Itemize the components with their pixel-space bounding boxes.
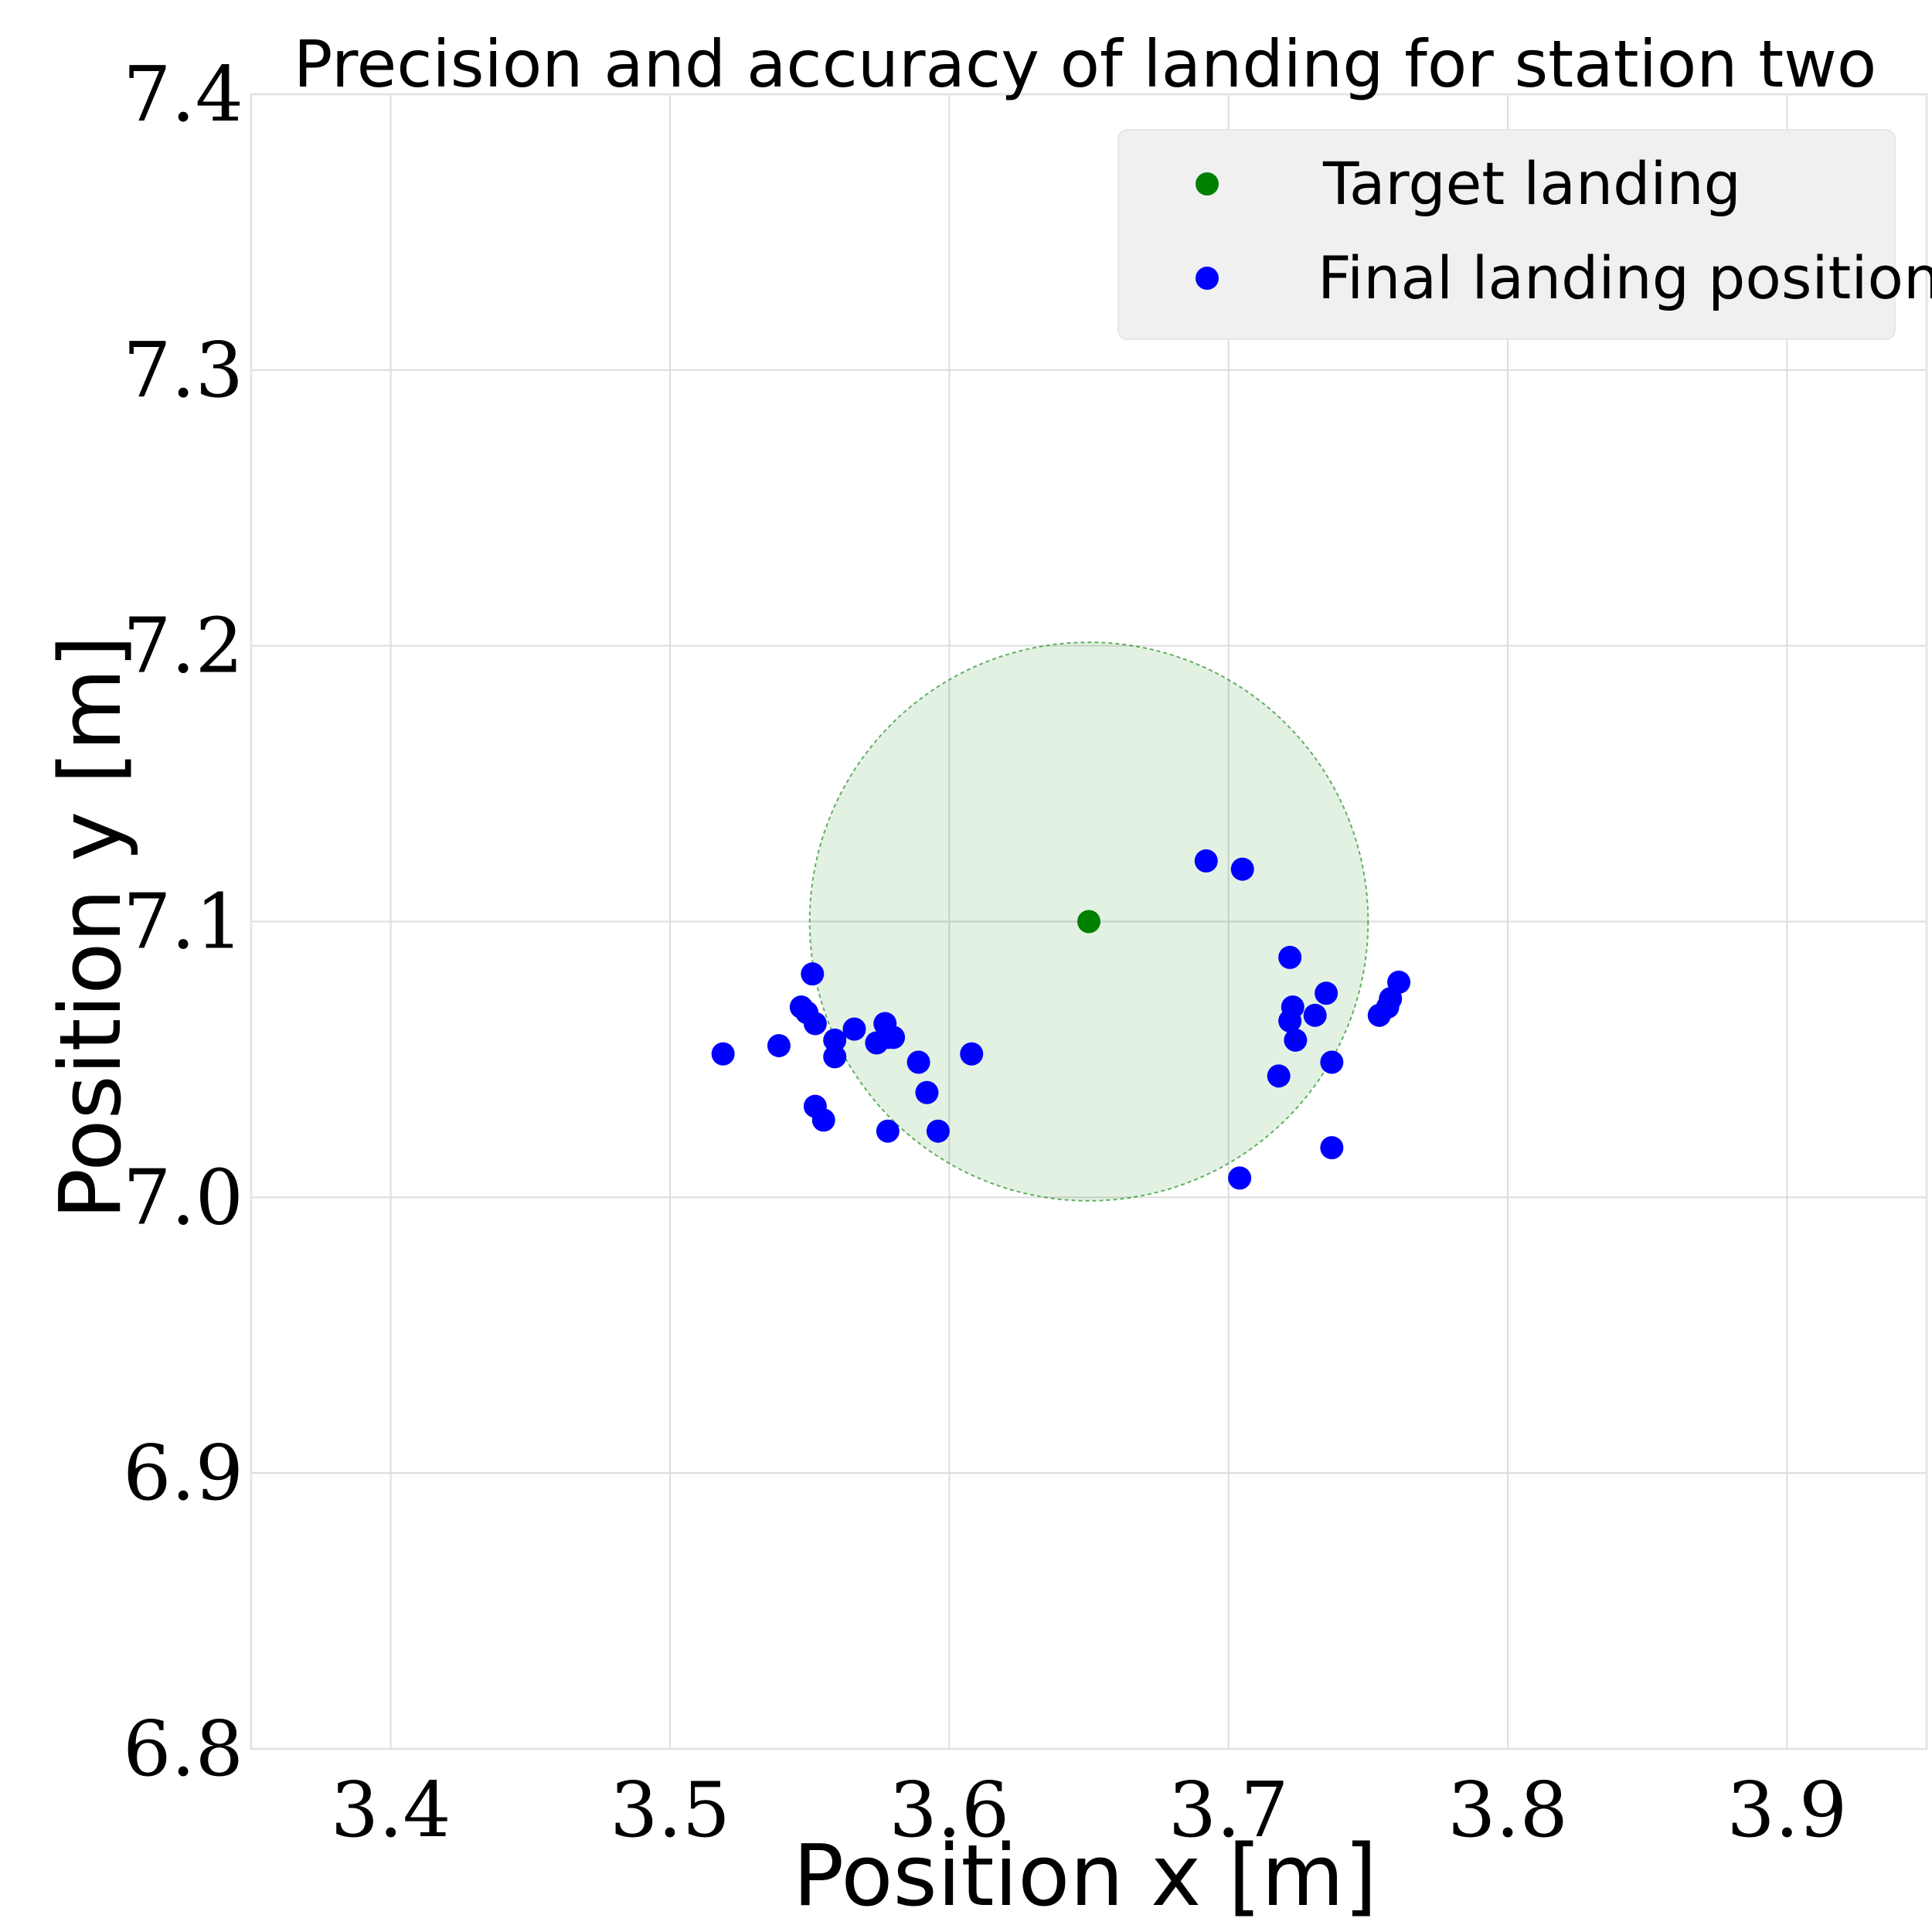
x-tick-label: 3.8 (1447, 1767, 1568, 1855)
chart-title: Precision and accuracy of landing for st… (294, 26, 1877, 102)
final-landing-point (711, 1042, 735, 1066)
x-tick-label: 3.6 (889, 1767, 1009, 1855)
y-tick-label: 7.1 (123, 879, 243, 967)
y-tick-label: 7.3 (123, 327, 243, 415)
y-tick-labels: 6.8 6.9 7.0 7.1 7.2 7.3 7.4 (123, 51, 243, 1794)
final-landing-point (876, 1119, 900, 1143)
legend: Target landing Final landing position (1117, 129, 1932, 340)
final-landing-point (1320, 1050, 1344, 1074)
x-tick-label: 3.7 (1168, 1767, 1289, 1855)
y-tick-label: 6.8 (123, 1706, 243, 1794)
final-landing-point (767, 1034, 791, 1058)
final-landing-point (1228, 1166, 1252, 1190)
final-landing-point (1284, 1028, 1308, 1052)
final-landing-point (906, 1050, 930, 1074)
legend-label-final: Final landing position (1318, 243, 1932, 312)
legend-label-target: Target landing (1322, 149, 1741, 218)
target-landing-point (1077, 910, 1100, 934)
final-landing-point (882, 1026, 906, 1049)
final-landing-point (1320, 1136, 1344, 1160)
x-tick-label: 3.4 (331, 1767, 451, 1855)
x-tick-label: 3.9 (1726, 1767, 1847, 1855)
final-landing-point (803, 1012, 827, 1036)
final-landing-point (915, 1080, 939, 1104)
y-tick-label: 7.4 (123, 51, 243, 139)
legend-marker-target (1196, 172, 1219, 196)
axes-frame (250, 93, 1928, 1750)
y-axis-label: Position y [m] (41, 635, 140, 1219)
final-landing-point (823, 1045, 847, 1069)
final-landing-point (842, 1017, 866, 1041)
x-axis-label: Position x [m] (793, 1826, 1377, 1925)
final-landing-point (811, 1108, 835, 1132)
final-landing-point (1194, 849, 1218, 872)
x-tick-label: 3.5 (610, 1767, 730, 1855)
final-landing-point (823, 1028, 847, 1052)
final-landing-point (1281, 995, 1304, 1019)
final-landing-point (1267, 1064, 1291, 1088)
final-landing-point (801, 962, 825, 986)
final-landing-point (1387, 971, 1411, 995)
final-landing-point (1303, 1003, 1327, 1027)
data-points (711, 849, 1411, 1190)
y-tick-label: 7.2 (123, 603, 243, 691)
final-landing-point (1315, 981, 1338, 1005)
legend-marker-final (1196, 267, 1219, 290)
final-landing-point (1278, 945, 1302, 969)
x-tick-labels: 3.4 3.5 3.6 3.7 3.8 3.9 (331, 1767, 1848, 1855)
legend-box (1117, 129, 1896, 340)
y-tick-label: 6.9 (123, 1430, 243, 1518)
y-tick-label: 7.0 (123, 1154, 243, 1242)
final-landing-point (926, 1119, 950, 1143)
final-landing-point (1230, 857, 1254, 881)
final-landing-point (960, 1042, 984, 1066)
